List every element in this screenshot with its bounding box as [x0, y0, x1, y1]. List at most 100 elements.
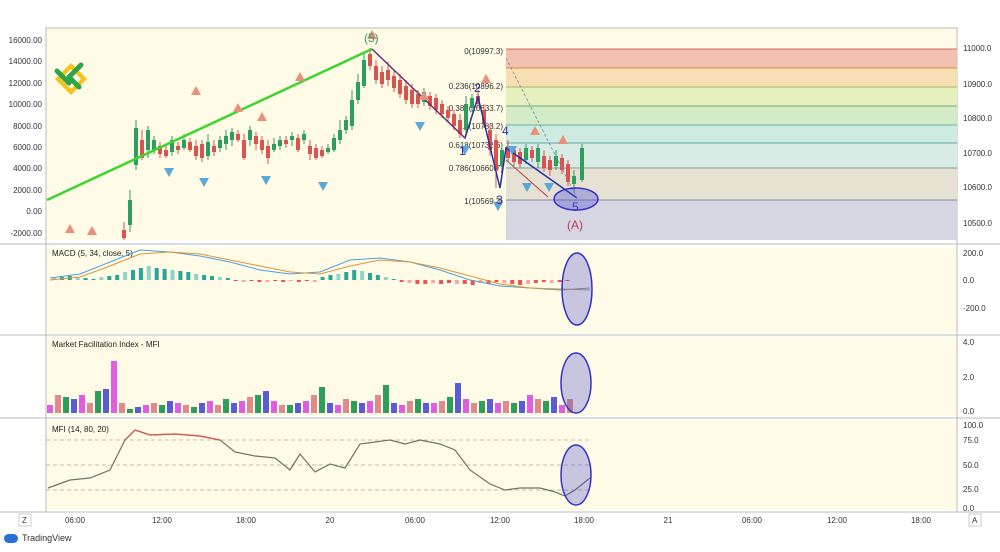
axis-tick: 0.0 — [963, 407, 975, 416]
highlight-ellipse-mfi-oscillator[interactable] — [560, 444, 592, 506]
fib-level-label: 1(10569.3) — [464, 197, 503, 206]
fractal-up-icon — [481, 74, 491, 83]
axis-tick: 6000.00 — [13, 143, 42, 152]
macd-histogram — [52, 266, 570, 285]
fib-zone — [506, 143, 957, 168]
fractal-down-icon — [318, 182, 328, 191]
axis-tick: 12000.00 — [9, 79, 43, 88]
axis-tick: 2000.00 — [13, 186, 42, 195]
wave-label-1: 1 — [459, 144, 466, 158]
fractal-up-icon — [257, 112, 267, 121]
axis-tick: 200.0 — [963, 249, 984, 258]
time-label: 12:00 — [827, 516, 848, 525]
axis-tick: 0.0 — [963, 276, 975, 285]
axis-tick: 2.0 — [963, 373, 975, 382]
axis-tick: 10000.00 — [9, 100, 43, 109]
axis-tick: 14000.00 — [9, 57, 43, 66]
axis-tick: 50.0 — [963, 461, 979, 470]
axis-tick: 100.0 — [963, 421, 984, 430]
axis-tick: -200.0 — [963, 304, 986, 313]
axis-tick: 10900.0 — [963, 80, 992, 89]
fractal-up-icon — [367, 30, 377, 39]
axis-tick: 10600.0 — [963, 183, 992, 192]
fractal-down-icon — [164, 168, 174, 177]
axis-tick: 10700.0 — [963, 149, 992, 158]
mfi-oscillator-title: MFI (14, 80, 20) — [52, 425, 109, 434]
trend-line[interactable] — [46, 47, 373, 202]
fractal-up-icon — [295, 72, 305, 81]
wave-label-3: 3 — [496, 193, 503, 207]
time-label: 06:00 — [742, 516, 763, 525]
timezone-button[interactable] — [18, 513, 32, 527]
fib-zone — [506, 200, 957, 240]
macd-title: MACD (5, 34, close, 5) — [52, 249, 133, 258]
tradingview-cloud-icon — [4, 533, 18, 543]
brand-name: TradingView — [22, 533, 72, 543]
time-label: 12:00 — [152, 516, 173, 525]
price-axis-left[interactable]: 16000.00 14000.00 12000.00 10000.00 8000.00 6… — [9, 36, 43, 238]
price-axis-right[interactable]: 11000.0 10900.0 10800.0 10700.0 10600.0 10500… — [963, 44, 992, 228]
time-label: 06:00 — [405, 516, 426, 525]
axis-tick: 10800.0 — [963, 114, 992, 123]
fibonacci-retracement[interactable]: 0(10997.3) 0.236(10896.2) 0.382(10833.7) 0.… — [449, 47, 957, 240]
fractal-up-icon — [191, 86, 201, 95]
fib-level-label: 0.382(10833.7) — [449, 104, 504, 113]
fractal-down-icon — [507, 146, 517, 155]
time-label: 18:00 — [574, 516, 595, 525]
mfi-index-pane[interactable] — [46, 337, 957, 416]
fractal-markers — [65, 30, 568, 235]
wave-label-2: 2 — [474, 81, 481, 95]
mfi-index-title: Market Facilitation Index - MFI — [52, 340, 160, 349]
axis-tick: 10500.0 — [963, 219, 992, 228]
axis-tick: 4000.00 — [13, 164, 42, 173]
fib-level-label: 0.236(10896.2) — [449, 82, 504, 91]
axis-tick: 11000.0 — [963, 44, 992, 53]
fractal-down-icon — [261, 176, 271, 185]
fib-zone — [506, 87, 957, 106]
axis-tick: 75.0 — [963, 436, 979, 445]
auto-scale-button[interactable] — [968, 513, 982, 527]
highlight-ellipse-macd[interactable] — [561, 252, 593, 326]
fib-trend-line — [505, 57, 578, 199]
macd-line — [49, 249, 591, 291]
auto-scale-button-label: A — [972, 516, 978, 525]
macd-axis: 200.0 0.0 -200.0 — [963, 249, 986, 313]
macd-pane[interactable] — [46, 247, 957, 333]
fractal-down-icon — [493, 202, 503, 211]
wave-label-5-top: (5) — [364, 31, 379, 45]
time-label: 18:00 — [236, 516, 257, 525]
fib-level-label: 0.618(10732.6) — [449, 141, 504, 150]
fractal-down-icon — [544, 183, 554, 192]
axis-tick: 0.0 — [963, 504, 975, 513]
wave-label-a: (A) — [567, 218, 583, 232]
wave-label-5-bottom: 5 — [572, 200, 579, 214]
wave-label-4: 4 — [502, 124, 509, 138]
mfi-oscillator-axis: 100.0 75.0 50.0 25.0 0.0 — [963, 421, 984, 513]
axis-tick: 0.00 — [26, 207, 42, 216]
axis-tick: 4.0 — [963, 338, 975, 347]
axis-tick: 8000.00 — [13, 122, 42, 131]
highlight-ellipse-main[interactable] — [553, 187, 599, 211]
tradingview-brand[interactable]: TradingView — [4, 533, 72, 543]
time-label: 20 — [326, 516, 335, 525]
wave-labels: (5) 2 4 1 3 5 (A) — [364, 31, 583, 232]
fractal-down-icon — [522, 183, 532, 192]
candlestick-series — [122, 48, 584, 240]
time-label: 12:00 — [490, 516, 511, 525]
fib-level-label: 0(10997.3) — [464, 47, 503, 56]
fib-level-label: 0.786(10660.7) — [449, 164, 504, 173]
fib-level-label: 0.5(10783.2) — [458, 122, 504, 131]
brand-logo-icon — [54, 62, 87, 95]
mfi-index-axis: 4.0 2.0 0.0 — [963, 338, 975, 416]
time-label: 21 — [664, 516, 673, 525]
fractal-up-icon — [87, 226, 97, 235]
fib-zone — [506, 106, 957, 125]
fib-zone — [506, 125, 957, 143]
fib-zone — [506, 49, 957, 68]
highlight-ellipse-mfi-index[interactable] — [560, 352, 592, 414]
time-axis[interactable]: 06:00 12:00 18:00 20 06:00 12:00 18:00 21 06:00 1… — [65, 516, 932, 525]
fractal-up-icon — [419, 91, 429, 100]
mfi-index-bars — [47, 361, 573, 413]
axis-tick: -2000.00 — [10, 229, 42, 238]
